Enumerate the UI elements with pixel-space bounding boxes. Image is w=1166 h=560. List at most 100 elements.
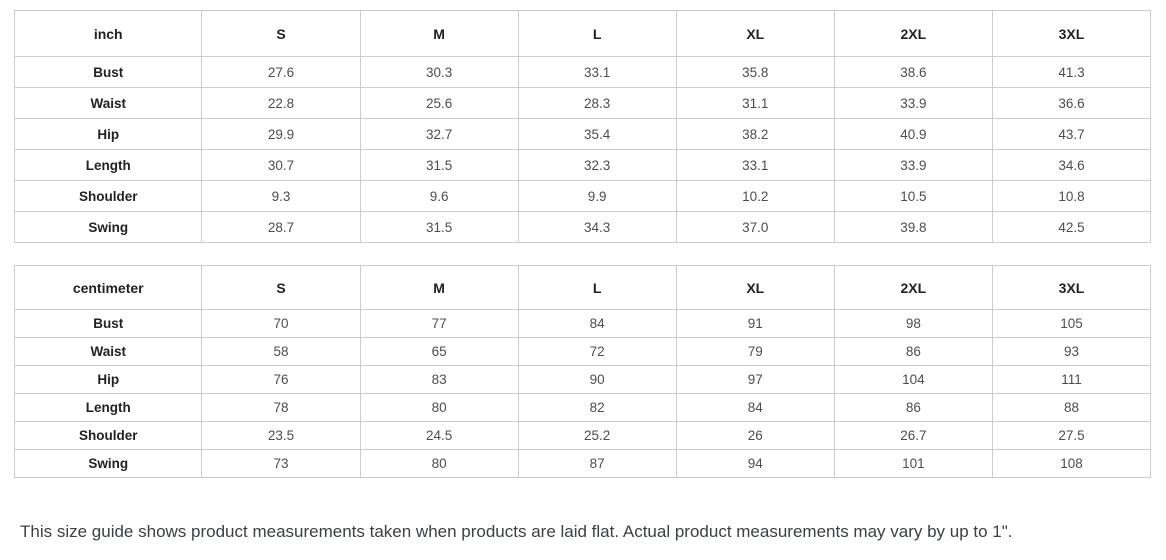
measurement-value: 86	[833, 337, 993, 366]
measurement-value: 27.6	[201, 56, 361, 88]
measurement-value: 22.8	[201, 87, 361, 119]
measurement-label: Waist	[13, 337, 203, 366]
measurement-label: Length	[13, 393, 203, 422]
measurement-value: 33.1	[675, 149, 835, 181]
header-row-inch: inch S M L XL 2XL 3XL	[13, 10, 1152, 57]
measurement-value: 37.0	[675, 211, 835, 243]
measurement-value: 86	[833, 393, 993, 422]
measurement-value: 28.3	[517, 87, 677, 119]
measurement-value: 25.2	[517, 421, 677, 450]
measurement-label: Hip	[13, 118, 203, 150]
measurement-value: 104	[833, 365, 993, 394]
measurement-value: 88	[991, 393, 1152, 422]
measurement-value: 9.3	[201, 180, 361, 212]
measurement-label: Shoulder	[13, 421, 203, 450]
measurement-value: 65	[359, 337, 519, 366]
table-row: Length 78 80 82 84 86 88	[13, 393, 1152, 422]
measurement-label: Bust	[13, 56, 203, 88]
measurement-value: 25.6	[359, 87, 519, 119]
measurement-label: Hip	[13, 365, 203, 394]
measurement-label: Bust	[13, 309, 203, 338]
header-row-centimeter: centimeter S M L XL 2XL 3XL	[13, 265, 1152, 310]
measurement-value: 41.3	[991, 56, 1152, 88]
measurement-value: 70	[201, 309, 361, 338]
measurement-value: 39.8	[833, 211, 993, 243]
table-row: Bust 70 77 84 91 98 105	[13, 309, 1152, 338]
size-header-s: S	[201, 10, 361, 57]
size-header-3xl: 3XL	[991, 265, 1152, 310]
measurement-value: 30.7	[201, 149, 361, 181]
measurement-value: 32.7	[359, 118, 519, 150]
measurement-value: 10.2	[675, 180, 835, 212]
measurement-value: 84	[517, 309, 677, 338]
table-row: Waist 22.8 25.6 28.3 31.1 33.9 36.6	[13, 87, 1152, 119]
measurement-value: 36.6	[991, 87, 1152, 119]
measurement-value: 108	[991, 449, 1152, 478]
measurement-value: 33.9	[833, 149, 993, 181]
table-row: Bust 27.6 30.3 33.1 35.8 38.6 41.3	[13, 56, 1152, 88]
measurement-value: 79	[675, 337, 835, 366]
measurement-value: 73	[201, 449, 361, 478]
unit-header-centimeter: centimeter	[13, 265, 203, 310]
size-header-l: L	[517, 10, 677, 57]
size-guide: inch S M L XL 2XL 3XL Bust 27.6 30.3 33.1 35…	[13, 10, 1152, 541]
unit-header-inch: inch	[13, 10, 203, 57]
table-row: Shoulder 9.3 9.6 9.9 10.2 10.5 10.8	[13, 180, 1152, 212]
size-header-m: M	[359, 10, 519, 57]
table-row: Hip 29.9 32.7 35.4 38.2 40.9 43.7	[13, 118, 1152, 150]
measurement-value: 80	[359, 393, 519, 422]
measurement-value: 43.7	[991, 118, 1152, 150]
measurement-value: 35.8	[675, 56, 835, 88]
measurement-value: 97	[675, 365, 835, 394]
measurement-value: 111	[991, 365, 1152, 394]
table-row: Hip 76 83 90 97 104 111	[13, 365, 1152, 394]
measurement-label: Shoulder	[13, 180, 203, 212]
size-header-s: S	[201, 265, 361, 310]
measurement-value: 38.2	[675, 118, 835, 150]
table-row: Length 30.7 31.5 32.3 33.1 33.9 34.6	[13, 149, 1152, 181]
measurement-value: 31.1	[675, 87, 835, 119]
table-row: Waist 58 65 72 79 86 93	[13, 337, 1152, 366]
measurement-value: 38.6	[833, 56, 993, 88]
measurement-value: 98	[833, 309, 993, 338]
size-header-3xl: 3XL	[991, 10, 1152, 57]
measurement-value: 29.9	[201, 118, 361, 150]
measurement-value: 31.5	[359, 211, 519, 243]
measurement-value: 91	[675, 309, 835, 338]
table-row: Shoulder 23.5 24.5 25.2 26 26.7 27.5	[13, 421, 1152, 450]
measurement-value: 28.7	[201, 211, 361, 243]
measurement-value: 26	[675, 421, 835, 450]
measurement-value: 33.1	[517, 56, 677, 88]
measurement-value: 32.3	[517, 149, 677, 181]
measurement-value: 31.5	[359, 149, 519, 181]
measurement-value: 35.4	[517, 118, 677, 150]
measurement-value: 9.9	[517, 180, 677, 212]
measurement-value: 34.6	[991, 149, 1152, 181]
measurement-value: 87	[517, 449, 677, 478]
measurement-value: 101	[833, 449, 993, 478]
measurement-value: 10.8	[991, 180, 1152, 212]
measurement-value: 23.5	[201, 421, 361, 450]
measurement-value: 26.7	[833, 421, 993, 450]
measurement-value: 78	[201, 393, 361, 422]
measurement-value: 58	[201, 337, 361, 366]
table-row: Swing 73 80 87 94 101 108	[13, 449, 1152, 478]
size-header-2xl: 2XL	[833, 265, 993, 310]
table-row: Swing 28.7 31.5 34.3 37.0 39.8 42.5	[13, 211, 1152, 243]
size-guide-note: This size guide shows product measuremen…	[20, 522, 1013, 541]
size-header-xl: XL	[675, 10, 835, 57]
size-header-xl: XL	[675, 265, 835, 310]
measurement-label: Length	[13, 149, 203, 181]
measurement-value: 93	[991, 337, 1152, 366]
measurement-value: 30.3	[359, 56, 519, 88]
measurement-label: Waist	[13, 87, 203, 119]
measurement-value: 33.9	[833, 87, 993, 119]
size-table-centimeter: centimeter S M L XL 2XL 3XL Bust 70 77 84 91…	[13, 265, 1152, 478]
measurement-value: 34.3	[517, 211, 677, 243]
size-table-inch: inch S M L XL 2XL 3XL Bust 27.6 30.3 33.1 35…	[13, 10, 1152, 243]
measurement-value: 83	[359, 365, 519, 394]
measurement-value: 27.5	[991, 421, 1152, 450]
measurement-value: 24.5	[359, 421, 519, 450]
measurement-value: 40.9	[833, 118, 993, 150]
measurement-value: 9.6	[359, 180, 519, 212]
